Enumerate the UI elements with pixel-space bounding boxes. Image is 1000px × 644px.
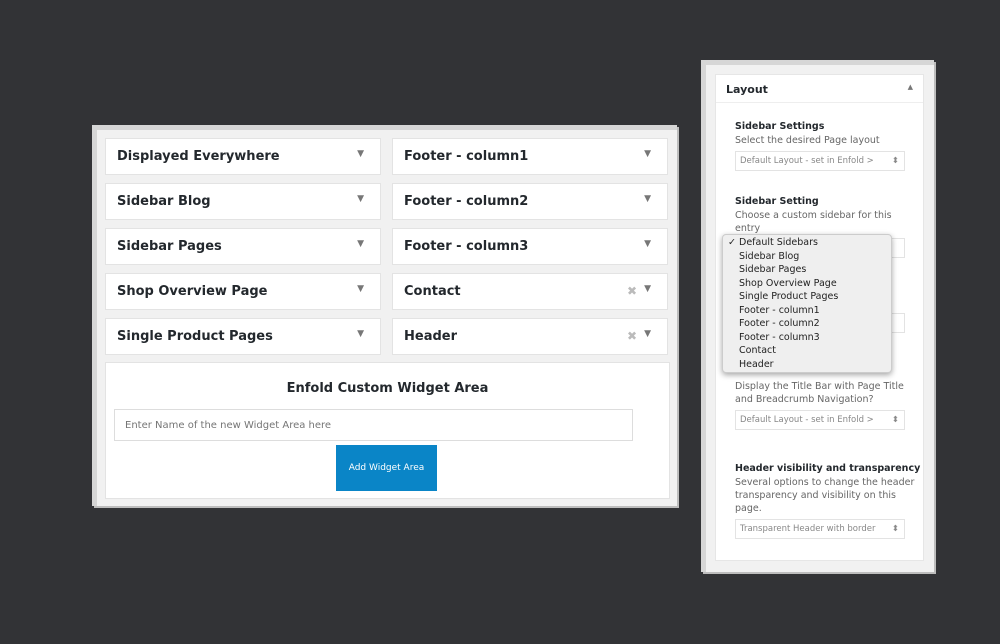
- widget-area-title: Contact: [404, 284, 461, 299]
- triangle-down-icon[interactable]: ▼: [644, 329, 651, 339]
- widget-area-title: Shop Overview Page: [117, 284, 268, 299]
- widget-areas-panel: Displayed Everywhere ▼ Footer - column1 ▼ Si…: [92, 125, 677, 506]
- close-icon[interactable]: ✖: [626, 284, 637, 298]
- widget-area[interactable]: Footer - column1 ▼: [392, 138, 668, 175]
- widget-area[interactable]: Displayed Everywhere ▼: [105, 138, 381, 175]
- triangle-down-icon[interactable]: ▼: [644, 194, 651, 204]
- title-bar-desc: Display the Title Bar with Page Title an…: [735, 381, 904, 405]
- add-widget-area-button[interactable]: Add Widget Area: [336, 445, 437, 491]
- close-icon[interactable]: ✖: [626, 329, 637, 343]
- layout-title: Layout: [726, 83, 768, 96]
- widget-area-title: Header: [404, 329, 458, 344]
- widget-area-title: Footer - column2: [404, 194, 529, 209]
- dropdown-option[interactable]: Header: [723, 359, 891, 373]
- widget-area-title: Single Product Pages: [117, 329, 273, 344]
- option-label: Default Sidebars: [739, 237, 818, 248]
- header-visibility-desc: Several options to change the header tra…: [735, 477, 915, 514]
- widget-area[interactable]: Contact ✖ ▼: [392, 273, 668, 310]
- select-arrows-icon: ⬍: [891, 156, 899, 166]
- custom-widget-title: Enfold Custom Widget Area: [286, 381, 489, 396]
- dropdown-option[interactable]: Sidebar Blog: [723, 251, 891, 265]
- checkmark-icon: ✓: [728, 237, 736, 248]
- dropdown-option[interactable]: Footer - column3: [723, 332, 891, 346]
- option-label: Header: [739, 358, 774, 370]
- widget-area[interactable]: Footer - column3 ▼: [392, 228, 668, 265]
- dropdown-option[interactable]: ✓ Default Sidebars: [723, 237, 891, 251]
- page-layout-select[interactable]: Default Layout - set in Enfold > ⬍: [735, 151, 905, 171]
- header-transparency-select[interactable]: Transparent Header with border ⬍: [735, 519, 905, 539]
- widget-area[interactable]: Header ✖ ▼: [392, 318, 668, 355]
- option-label: Sidebar Pages: [739, 264, 807, 275]
- select-arrows-icon: ⬍: [891, 415, 899, 425]
- title-bar-select[interactable]: Default Layout - set in Enfold > ⬍: [735, 410, 905, 430]
- select-value: Default Layout - set in Enfold >: [740, 415, 874, 425]
- option-label: Sidebar Blog: [739, 250, 800, 262]
- widget-area[interactable]: Single Product Pages ▼: [105, 318, 381, 355]
- triangle-down-icon[interactable]: ▼: [357, 284, 364, 294]
- triangle-down-icon[interactable]: ▼: [357, 149, 364, 159]
- widget-area-title: Displayed Everywhere: [117, 149, 280, 164]
- sidebar-dropdown-menu: ✓ Default Sidebars Sidebar Blog Sidebar Pag…: [722, 234, 892, 373]
- option-label: Contact: [739, 345, 776, 356]
- option-label: Single Product Pages: [739, 291, 839, 302]
- widget-area-title: Sidebar Blog: [117, 194, 211, 209]
- option-label: Footer - column2: [739, 318, 820, 329]
- dropdown-option[interactable]: Single Product Pages: [723, 291, 891, 305]
- option-label: Footer - column1: [739, 304, 820, 316]
- triangle-down-icon[interactable]: ▼: [644, 239, 651, 249]
- widget-area-name-input[interactable]: [114, 409, 633, 441]
- option-label: Shop Overview Page: [739, 277, 837, 289]
- triangle-up-icon[interactable]: ▲: [907, 83, 913, 91]
- layout-header[interactable]: Layout ▲: [716, 75, 923, 103]
- triangle-down-icon[interactable]: ▼: [357, 329, 364, 339]
- triangle-down-icon[interactable]: ▼: [357, 194, 364, 204]
- dropdown-option[interactable]: Shop Overview Page: [723, 278, 891, 292]
- select-value: Transparent Header with border: [740, 524, 876, 534]
- select-arrows-icon: ⬍: [891, 524, 899, 534]
- sidebar-settings-desc: Select the desired Page layout: [735, 135, 880, 146]
- triangle-down-icon[interactable]: ▼: [357, 239, 364, 249]
- triangle-down-icon[interactable]: ▼: [644, 284, 651, 294]
- dropdown-option[interactable]: Footer - column2: [723, 318, 891, 332]
- sidebar-setting-desc: Choose a custom sidebar for this entry: [735, 210, 892, 234]
- widget-area-title: Footer - column1: [404, 149, 529, 164]
- widget-area-title: Footer - column3: [404, 239, 529, 254]
- option-label: Footer - column3: [739, 331, 820, 343]
- widget-area[interactable]: Shop Overview Page ▼: [105, 273, 381, 310]
- dropdown-option[interactable]: Footer - column1: [723, 305, 891, 319]
- select-value: Default Layout - set in Enfold >: [740, 156, 874, 166]
- header-visibility-label: Header visibility and transparency: [735, 463, 921, 474]
- sidebar-settings-label: Sidebar Settings: [735, 121, 825, 132]
- widget-area-title: Sidebar Pages: [117, 239, 222, 254]
- custom-widget-area: Enfold Custom Widget Area Add Widget Are…: [105, 362, 670, 499]
- dropdown-option[interactable]: Contact: [723, 345, 891, 359]
- widget-area[interactable]: Sidebar Pages ▼: [105, 228, 381, 265]
- widget-area[interactable]: Sidebar Blog ▼: [105, 183, 381, 220]
- dropdown-option[interactable]: Sidebar Pages: [723, 264, 891, 278]
- triangle-down-icon[interactable]: ▼: [644, 149, 651, 159]
- widget-area[interactable]: Footer - column2 ▼: [392, 183, 668, 220]
- sidebar-setting-label: Sidebar Setting: [735, 196, 819, 207]
